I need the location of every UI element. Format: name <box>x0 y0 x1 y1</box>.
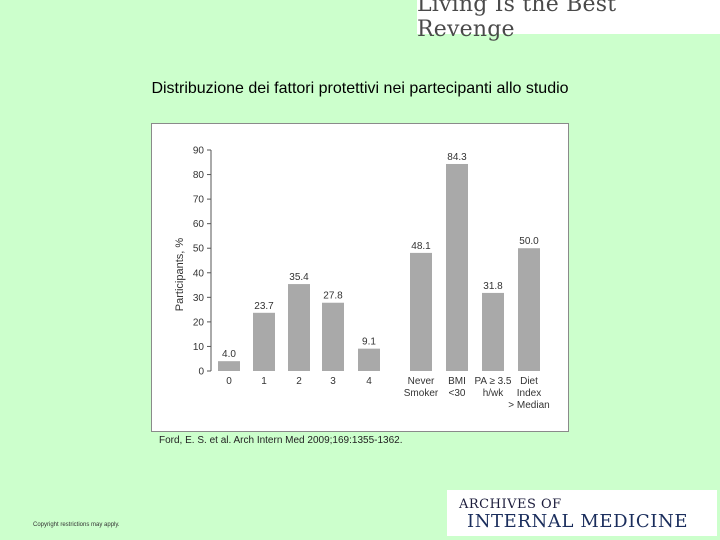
x-category-label-line: Never <box>408 376 435 387</box>
x-category-label-line: h/wk <box>483 388 505 399</box>
journal-logo-line1: ARCHIVES OF <box>459 497 562 512</box>
slide-title: Distribuzione dei fattori protettivi nei… <box>0 80 720 98</box>
y-tick-label: 40 <box>193 268 205 279</box>
bar-value-label: 50.0 <box>519 236 539 247</box>
x-category-label-line: 4 <box>366 376 372 387</box>
y-axis-label: Participants, % <box>174 238 186 312</box>
y-tick-label: 30 <box>193 293 205 304</box>
journal-logo: ARCHIVES OF INTERNAL MEDICINE <box>447 490 717 536</box>
x-category-label-line: 2 <box>296 376 302 387</box>
bar-value-label: 27.8 <box>323 291 343 302</box>
x-category-label-line: Smoker <box>404 388 439 399</box>
x-category-label-line: BMI <box>448 376 466 387</box>
y-tick-label: 50 <box>193 244 205 255</box>
bar-value-label: 31.8 <box>483 281 503 292</box>
bar-value-label: 9.1 <box>362 337 376 348</box>
x-category-label: PA ≥ 3.5 h/wk <box>475 376 512 399</box>
y-tick-label: 80 <box>193 170 205 181</box>
slide-banner: Living Is the Best Revenge <box>417 0 720 42</box>
bar <box>482 292 504 371</box>
slide-title-text: Distribuzione dei fattori protettivi nei… <box>151 80 569 97</box>
citation: Ford, E. S. et al. Arch Intern Med 2009;… <box>159 435 403 446</box>
y-tick-label: 60 <box>193 219 205 230</box>
bar <box>322 302 344 371</box>
chart-panel: 0 10 20 30 40 50 60 70 80 90 Participants, % 4.0 0 23… <box>151 123 569 432</box>
bar-value-label: 48.1 <box>411 241 431 252</box>
banner-text: Living Is the Best Revenge <box>417 0 617 42</box>
y-tick-label: 70 <box>193 195 205 206</box>
x-category-label-line: Index <box>517 388 541 399</box>
bar <box>218 361 240 371</box>
x-category-label: BMI <30 <box>448 376 466 399</box>
x-category-label: 3 <box>330 376 336 387</box>
x-category-label: Never Smoker <box>404 376 439 399</box>
bar <box>518 248 540 371</box>
bar <box>446 163 468 371</box>
x-category-label-line: 1 <box>261 376 267 387</box>
x-category-label: 1 <box>261 376 267 387</box>
y-tick-label: 10 <box>193 342 205 353</box>
x-category-label: 0 <box>226 376 232 387</box>
bar-value-label: 84.3 <box>447 152 467 163</box>
y-tick-label: 90 <box>193 146 205 157</box>
bar-value-label: 4.0 <box>222 349 236 360</box>
x-category-label: Diet Index > Median <box>508 376 549 411</box>
journal-logo-line2: INTERNAL MEDICINE <box>467 511 689 532</box>
x-category-label: 2 <box>296 376 302 387</box>
x-category-label-line: Diet <box>520 376 538 387</box>
x-category-label-line: > Median <box>508 400 549 411</box>
bar <box>410 252 432 371</box>
x-category-label-line: 0 <box>226 376 232 387</box>
bar-value-label: 35.4 <box>289 272 309 283</box>
bar <box>253 312 275 371</box>
copyright-notice: Copyright restrictions may apply. <box>33 522 120 528</box>
x-category-label-line: 3 <box>330 376 336 387</box>
y-tick-label: 20 <box>193 317 205 328</box>
x-category-label-line: PA ≥ 3.5 <box>475 376 512 387</box>
bar-value-label: 23.7 <box>254 301 274 312</box>
bar <box>288 284 310 371</box>
y-tick-label: 0 <box>198 367 204 378</box>
x-category-label-line: <30 <box>449 388 466 399</box>
bar <box>358 348 380 371</box>
x-category-label: 4 <box>366 376 372 387</box>
